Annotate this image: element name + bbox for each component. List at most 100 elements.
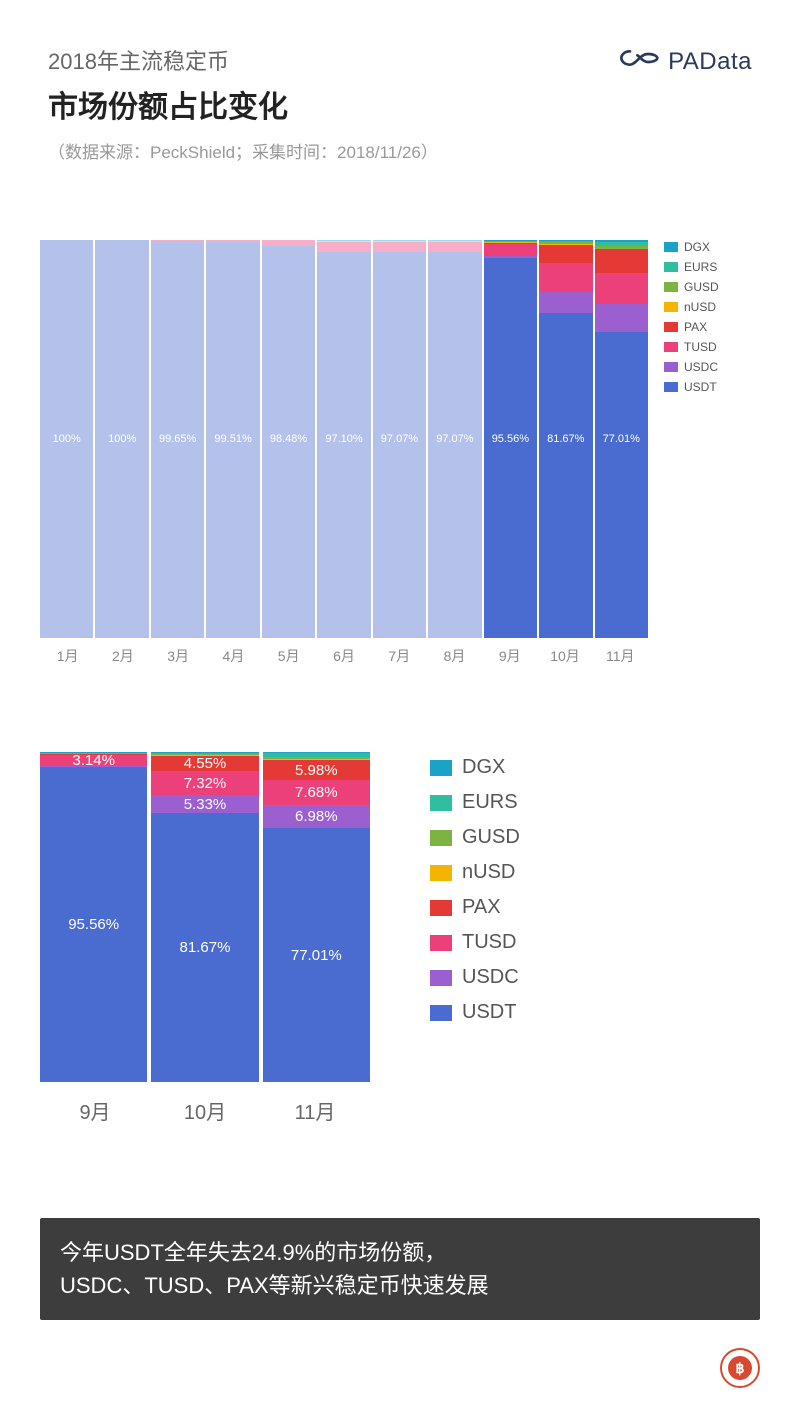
bar-column: 97.10% <box>317 240 370 638</box>
bar-usdt-label: 97.10% <box>317 433 370 445</box>
legend-label: GUSD <box>462 826 520 849</box>
bar-usdt-label: 99.51% <box>206 433 259 445</box>
source-note: （数据来源：PeckShield；采集时间：2018/11/26） <box>48 138 438 163</box>
bar-column: 99.65% <box>151 240 204 638</box>
legend-item: TUSD <box>430 931 520 954</box>
caption-line-2: USDC、TUSD、PAX等新兴稳定币快速发展 <box>60 1269 740 1302</box>
legend-swatch <box>664 302 678 312</box>
x-axis-label: 6月 <box>316 646 371 666</box>
infinity-icon <box>620 44 660 79</box>
bar-segment-usdc <box>595 304 648 332</box>
bar-segment-tusd <box>484 244 537 256</box>
legend-item: GUSD <box>664 280 719 294</box>
bitcoin-icon: ฿ <box>728 1356 752 1380</box>
legend-swatch <box>664 382 678 392</box>
bar-segment-pax <box>539 245 592 263</box>
legend-swatch <box>430 830 452 846</box>
bar-column: 77.01% <box>595 240 648 638</box>
legend-label: TUSD <box>462 931 516 954</box>
chart-2-plot: 95.56% 3.14% 81.67% 5.33% 7.32% 4.55% 77.01% 6.… <box>40 752 370 1082</box>
legend-swatch <box>664 262 678 272</box>
segment-label: 4.55% <box>151 755 258 772</box>
x-axis-label: 9月 <box>40 1096 150 1125</box>
bar-column: 81.67% 5.33% 7.32% 4.55% <box>151 752 258 1082</box>
x-axis-label: 4月 <box>206 646 261 666</box>
x-axis-label: 9月 <box>482 646 537 666</box>
bar-column: 100% <box>40 240 93 638</box>
x-axis-label: 1月 <box>40 646 95 666</box>
chart-1-plot: 100%100%99.65%99.51%98.48%97.10%97.07%97… <box>40 240 648 638</box>
legend-item: USDC <box>664 360 719 374</box>
bar-usdt-label: 98.48% <box>262 433 315 445</box>
chart-1-legend: DGX EURS GUSD nUSD PAX TUSD USDC USDT <box>664 240 719 400</box>
bar-usdt-label: 100% <box>40 433 93 445</box>
legend-swatch <box>430 795 452 811</box>
segment-label: 5.98% <box>263 762 370 779</box>
legend-item: EURS <box>664 260 719 274</box>
x-axis-label: 7月 <box>372 646 427 666</box>
segment-label: 81.67% <box>151 939 258 956</box>
footer-logo: ฿ <box>720 1348 760 1388</box>
legend-label: TUSD <box>684 340 717 354</box>
bar-column: 100% <box>95 240 148 638</box>
legend-label: USDC <box>462 966 519 989</box>
x-axis-label: 8月 <box>427 646 482 666</box>
legend-item: TUSD <box>664 340 719 354</box>
legend-item: USDT <box>430 1001 520 1024</box>
x-axis-label: 5月 <box>261 646 316 666</box>
bar-segment-tusd <box>539 263 592 292</box>
segment-label: 7.68% <box>263 784 370 801</box>
bar-segment-usdt <box>484 258 537 638</box>
segment-label: 5.33% <box>151 796 258 813</box>
x-axis-label: 3月 <box>151 646 206 666</box>
bar-usdt-label: 81.67% <box>539 433 592 445</box>
segment-label: 6.98% <box>263 808 370 825</box>
title-block: 2018年主流稳定币 市场份额占比变化 （数据来源：PeckShield；采集时… <box>48 44 438 163</box>
segment-label: 7.32% <box>151 775 258 792</box>
legend-label: PAX <box>684 320 707 334</box>
bar-column: 95.56% <box>484 240 537 638</box>
bar-column: 98.48% <box>262 240 315 638</box>
segment-label: 95.56% <box>40 916 147 933</box>
legend-swatch <box>664 282 678 292</box>
legend-label: EURS <box>462 791 518 814</box>
legend-swatch <box>664 322 678 332</box>
bar-segment-pax <box>595 249 648 273</box>
bar-segment-usdt <box>539 313 592 638</box>
legend-item: nUSD <box>430 861 520 884</box>
segment-label: 3.14% <box>40 752 147 769</box>
bar-segment-tusd <box>373 242 426 252</box>
bar-usdt-label: 99.65% <box>151 433 204 445</box>
bar-usdt-label: 100% <box>95 433 148 445</box>
x-axis-label: 11月 <box>260 1096 370 1125</box>
legend-label: USDT <box>684 380 717 394</box>
legend-label: DGX <box>684 240 710 254</box>
legend-item: USDT <box>664 380 719 394</box>
legend-swatch <box>430 900 452 916</box>
bar-column: 97.07% <box>373 240 426 638</box>
segment-label: 77.01% <box>263 947 370 964</box>
bar-column: 99.51% <box>206 240 259 638</box>
legend-label: USDT <box>462 1001 516 1024</box>
legend-label: DGX <box>462 756 505 779</box>
x-axis-label: 10月 <box>150 1096 260 1125</box>
legend-swatch <box>430 760 452 776</box>
bar-usdt-label: 77.01% <box>595 433 648 445</box>
bar-column: 95.56% 3.14% <box>40 752 147 1082</box>
bar-column: 81.67% <box>539 240 592 638</box>
caption-box: 今年USDT全年失去24.9%的市场份额， USDC、TUSD、PAX等新兴稳定… <box>40 1218 760 1320</box>
bar-segment-tusd <box>595 273 648 304</box>
chart-1: 100%100%99.65%99.51%98.48%97.10%97.07%97… <box>40 240 760 700</box>
legend-label: USDC <box>684 360 718 374</box>
chart-1-xaxis: 1月2月3月4月5月6月7月8月9月10月11月 <box>40 646 648 666</box>
legend-swatch <box>664 242 678 252</box>
legend-item: USDC <box>430 966 520 989</box>
padata-logo: PAData <box>620 44 752 79</box>
bar-segment-usdc <box>539 292 592 313</box>
chart-2: 95.56% 3.14% 81.67% 5.33% 7.32% 4.55% 77.01% 6.… <box>40 752 760 1172</box>
legend-label: nUSD <box>684 300 716 314</box>
legend-swatch <box>430 1005 452 1021</box>
subtitle: 2018年主流稳定币 <box>48 44 438 76</box>
legend-item: DGX <box>430 756 520 779</box>
bar-usdt-label: 97.07% <box>373 433 426 445</box>
